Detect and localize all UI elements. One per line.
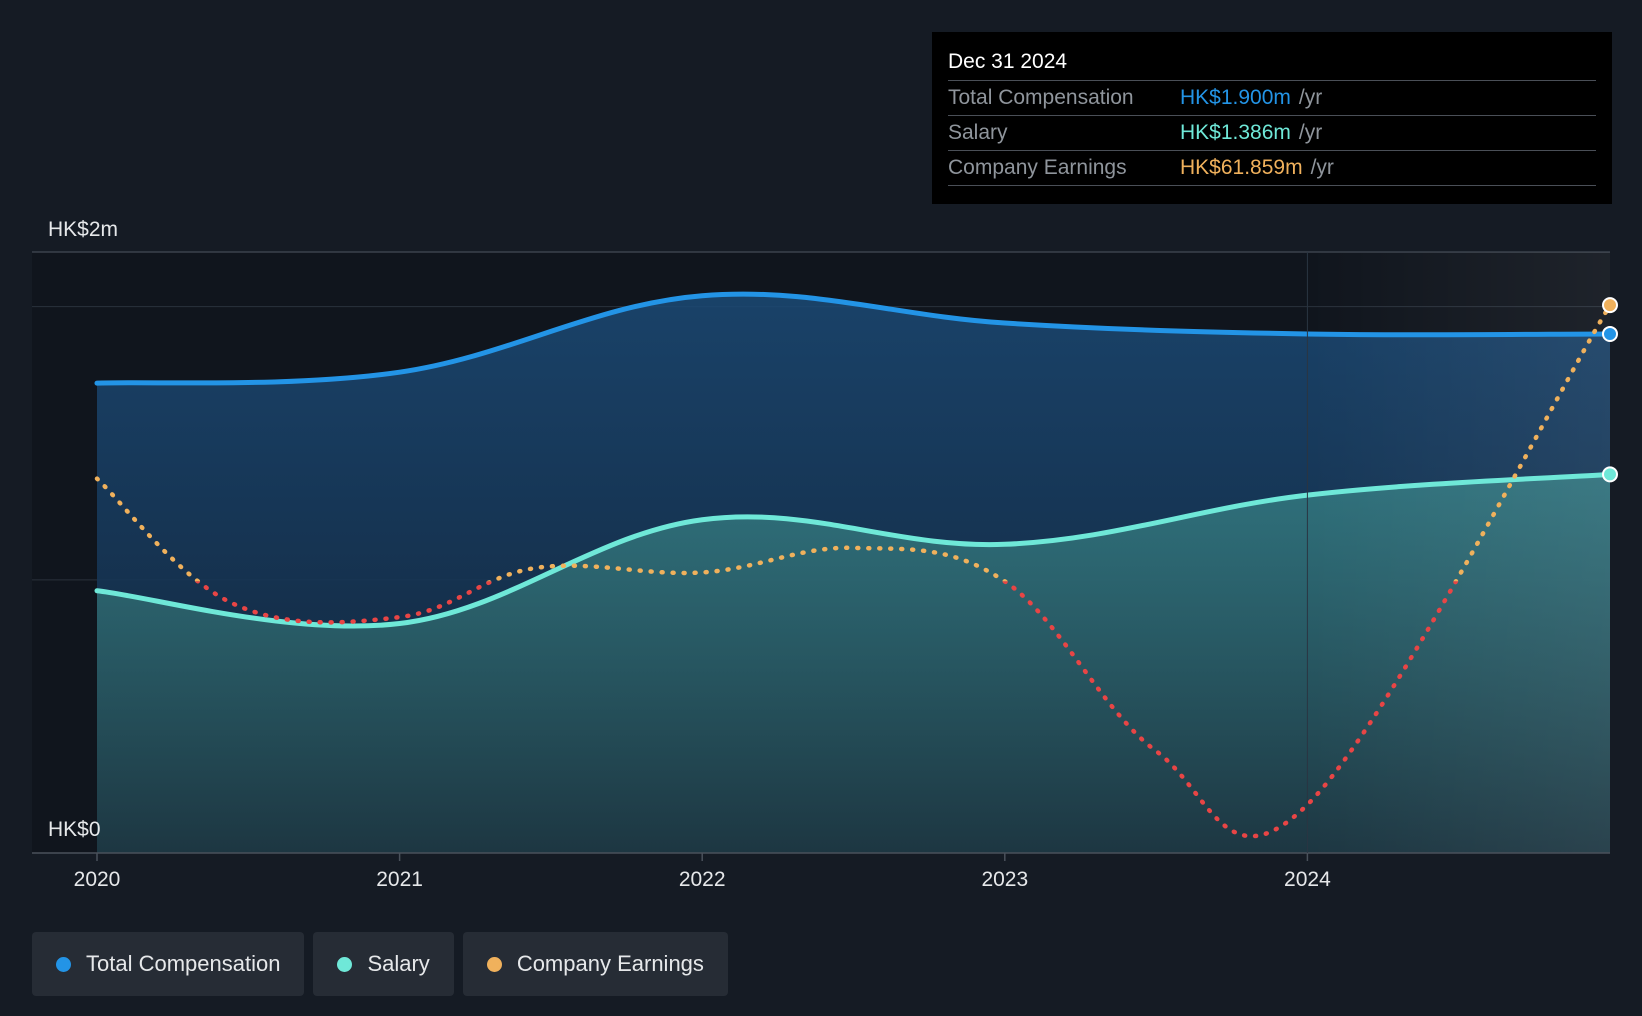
total-compensation-end-point bbox=[1602, 325, 1618, 342]
tooltip-row-salary: Salary HK$1.386m /yr bbox=[948, 116, 1596, 151]
tooltip-row-company-earnings: Company Earnings HK$61.859m /yr bbox=[948, 151, 1596, 186]
legend-item-company-earnings[interactable]: Company Earnings bbox=[462, 932, 728, 996]
salary-end-point bbox=[1602, 466, 1618, 483]
x-tick-label: 2021 bbox=[376, 868, 423, 891]
tooltip: Dec 31 2024 Total Compensation HK$1.900m… bbox=[932, 32, 1612, 204]
x-tick-label: 2022 bbox=[679, 868, 726, 891]
legend-dot-icon bbox=[337, 956, 353, 972]
legend: Total Compensation Salary Company Earnin… bbox=[32, 932, 728, 996]
x-tick-label: 2020 bbox=[74, 868, 121, 891]
salary-line bbox=[94, 471, 1613, 629]
tooltip-unit: /yr bbox=[1310, 156, 1334, 179]
x-tick-label: 2024 bbox=[1284, 868, 1331, 891]
y-tick-label-top: HK$2m bbox=[48, 218, 118, 241]
tooltip-label: Company Earnings bbox=[948, 156, 1127, 179]
tooltip-date: Dec 31 2024 bbox=[948, 46, 1596, 81]
tooltip-value: HK$61.859m bbox=[1180, 156, 1303, 179]
tooltip-value: HK$1.900m bbox=[1180, 86, 1291, 109]
tooltip-unit: /yr bbox=[1298, 121, 1323, 144]
legend-item-salary[interactable]: Salary bbox=[313, 932, 454, 996]
company-earnings-end-point bbox=[1602, 297, 1618, 314]
y-tick-label-bottom: HK$0 bbox=[48, 818, 101, 841]
legend-dot-icon bbox=[56, 956, 71, 972]
legend-label: Salary bbox=[367, 951, 430, 976]
tooltip-value: HK$1.386m bbox=[1180, 121, 1291, 144]
legend-label: Company Earnings bbox=[516, 951, 704, 976]
tooltip-label: Total Compensation bbox=[948, 86, 1134, 109]
salary-area bbox=[97, 474, 1610, 853]
tooltip-row-total-compensation: Total Compensation HK$1.900m /yr bbox=[948, 81, 1596, 116]
legend-item-total-compensation[interactable]: Total Compensation bbox=[32, 932, 305, 996]
x-tick-label: 2023 bbox=[981, 868, 1028, 891]
total-compensation-line bbox=[94, 291, 1613, 386]
company-earnings-line-negative bbox=[194, 581, 1459, 839]
legend-label: Total Compensation bbox=[86, 951, 281, 976]
highlight-region bbox=[1307, 252, 1610, 853]
legend-dot-icon bbox=[486, 956, 502, 972]
tooltip-unit: /yr bbox=[1298, 86, 1323, 109]
tooltip-label: Salary bbox=[948, 121, 1008, 144]
